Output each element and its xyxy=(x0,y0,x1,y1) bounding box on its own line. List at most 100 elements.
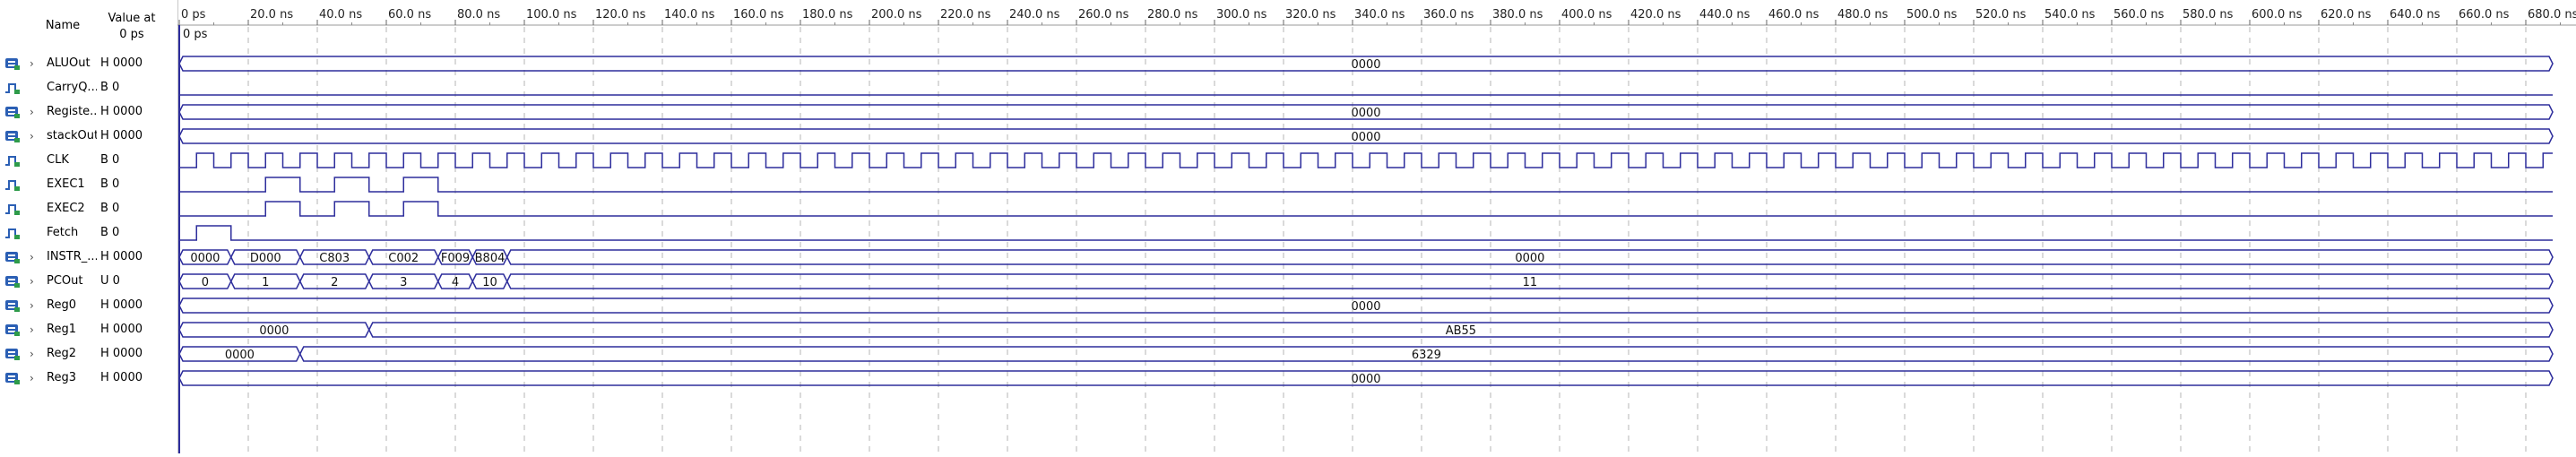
signal-row[interactable]: › Reg1 H 0000 xyxy=(0,318,177,342)
time-tick-label: 400.0 ns xyxy=(1561,8,1612,22)
signal-row[interactable]: CarryQ... B 0 xyxy=(0,76,177,100)
time-tick-label: 140.0 ns xyxy=(664,8,715,22)
cursor-time-label: 0 ps xyxy=(183,28,208,41)
signal-name: CarryQ... xyxy=(47,81,97,94)
bus-value-label: B804 xyxy=(475,252,506,265)
signal-value: B 0 xyxy=(100,177,120,191)
value-column-header: Value at xyxy=(108,12,156,25)
signal-name: EXEC2 xyxy=(47,202,85,215)
bus-value-label: 3 xyxy=(400,276,407,289)
time-tick-label: 540.0 ns xyxy=(2044,8,2096,22)
bit-signal-icon xyxy=(4,227,21,240)
signal-row[interactable]: CLK B 0 xyxy=(0,149,177,173)
expand-chevron-icon[interactable]: › xyxy=(30,299,34,312)
bus-signal-icon xyxy=(4,323,21,337)
signal-row[interactable]: › stackOut H 0000 xyxy=(0,125,177,149)
signal-name: Reg0 xyxy=(47,298,76,312)
expand-chevron-icon[interactable]: › xyxy=(30,57,34,70)
waveform-canvas[interactable]: 0 ps 20.0 ns 40.0 ns 60.0 ns 80.0 ns 100.0 ns… xyxy=(177,0,2576,453)
bus-value-label: 0000 xyxy=(1351,131,1380,144)
waveform-reg1[interactable]: 0000 AB55 xyxy=(178,322,2554,338)
bus-value-label: 0000 xyxy=(190,252,220,265)
signal-row[interactable]: EXEC1 B 0 xyxy=(0,173,177,197)
bus-value-label: 1 xyxy=(262,276,269,289)
time-tick-label: 480.0 ns xyxy=(1837,8,1889,22)
waveform-exec1[interactable] xyxy=(179,177,2553,193)
time-tick-label: 100.0 ns xyxy=(526,8,577,22)
expand-chevron-icon[interactable]: › xyxy=(30,348,34,360)
signal-value: H 0000 xyxy=(100,129,143,142)
signal-row[interactable]: EXEC2 B 0 xyxy=(0,197,177,221)
bit-signal-icon xyxy=(4,178,21,192)
bus-signal-icon xyxy=(4,251,21,264)
bit-waveform-trace xyxy=(179,201,2553,217)
signal-name: INSTR_... xyxy=(47,250,97,263)
signal-row[interactable]: › Registe... H 0000 xyxy=(0,100,177,125)
time-tick-label: 460.0 ns xyxy=(1768,8,1820,22)
signal-name: EXEC1 xyxy=(47,177,85,191)
signal-name: Reg2 xyxy=(47,347,76,360)
expand-chevron-icon[interactable]: › xyxy=(30,323,34,336)
bus-value-label: 0000 xyxy=(1351,107,1380,120)
time-tick-label: 160.0 ns xyxy=(733,8,784,22)
time-tick-label: 340.0 ns xyxy=(1354,8,1405,22)
signal-row[interactable]: › ALUOut H 0000 xyxy=(0,52,177,76)
waveform-clk[interactable] xyxy=(179,152,2553,168)
expand-chevron-icon[interactable]: › xyxy=(30,130,34,142)
waveform-reg0[interactable]: 0000 xyxy=(178,297,2554,314)
bus-segment xyxy=(367,322,2554,338)
waveform-registe[interactable]: 0000 xyxy=(178,104,2554,120)
time-tick-label: 640.0 ns xyxy=(2390,8,2441,22)
signal-row[interactable]: Fetch B 0 xyxy=(0,221,177,246)
signal-name: Reg1 xyxy=(47,323,76,336)
time-tick-label: 680.0 ns xyxy=(2528,8,2576,22)
time-tick-label: 620.0 ns xyxy=(2321,8,2372,22)
waveform-instr[interactable]: 0000 D000 C803 C002 F009 B804 0000 xyxy=(178,249,2554,265)
bit-waveform-trace xyxy=(179,177,2553,193)
expand-chevron-icon[interactable]: › xyxy=(30,275,34,288)
expand-chevron-icon[interactable]: › xyxy=(30,372,34,384)
waveform-reg3[interactable]: 0000 xyxy=(178,370,2554,386)
signal-value: H 0000 xyxy=(100,56,143,70)
signal-value: B 0 xyxy=(100,81,120,94)
bus-value-label: 0 xyxy=(202,276,209,289)
signal-row[interactable]: › INSTR_... H 0000 xyxy=(0,246,177,270)
time-tick-label: 420.0 ns xyxy=(1630,8,1681,22)
time-tick-label: 580.0 ns xyxy=(2183,8,2234,22)
signal-name: ALUOut xyxy=(47,56,91,70)
signal-value: B 0 xyxy=(100,226,120,239)
bus-segment xyxy=(178,128,2554,144)
signal-value: H 0000 xyxy=(100,371,143,384)
signal-value: H 0000 xyxy=(100,323,143,336)
bus-segment xyxy=(178,370,2554,386)
bus-value-label: 10 xyxy=(482,276,497,289)
bus-segment xyxy=(178,104,2554,120)
expand-chevron-icon[interactable]: › xyxy=(30,106,34,118)
waveform-stackout[interactable]: 0000 xyxy=(178,128,2554,144)
bus-value-label: D000 xyxy=(250,252,281,265)
signal-value: H 0000 xyxy=(100,250,143,263)
waveform-reg2[interactable]: 0000 6329 xyxy=(178,346,2554,362)
waveform-fetch[interactable] xyxy=(179,225,2553,241)
time-tick-label: 500.0 ns xyxy=(1906,8,1958,22)
waveform-exec2[interactable] xyxy=(179,201,2553,217)
signal-row[interactable]: › PCOut U 0 xyxy=(0,270,177,294)
signal-value: U 0 xyxy=(100,274,120,288)
signal-value: B 0 xyxy=(100,153,120,167)
time-tick-label: 180.0 ns xyxy=(802,8,853,22)
bus-value-label: 0000 xyxy=(1351,58,1380,72)
time-grid xyxy=(247,27,2527,453)
signal-row[interactable]: › Reg2 H 0000 xyxy=(0,342,177,366)
signal-value: H 0000 xyxy=(100,105,143,118)
bus-signal-icon xyxy=(4,299,21,313)
waveform-pcout[interactable]: 0 1 2 3 4 10 11 xyxy=(178,273,2554,289)
waveform-panel[interactable]: 0 ps 20.0 ns 40.0 ns 60.0 ns 80.0 ns 100.0 ns… xyxy=(177,0,2576,453)
expand-chevron-icon[interactable]: › xyxy=(30,251,34,263)
time-tick-label: 380.0 ns xyxy=(1492,8,1543,22)
time-tick-label: 80.0 ns xyxy=(457,8,500,22)
signal-row[interactable]: › Reg0 H 0000 xyxy=(0,294,177,318)
waveform-aluout[interactable]: 0000 xyxy=(178,56,2554,72)
signal-value: H 0000 xyxy=(100,298,143,312)
signal-row[interactable]: › Reg3 H 0000 xyxy=(0,366,177,391)
